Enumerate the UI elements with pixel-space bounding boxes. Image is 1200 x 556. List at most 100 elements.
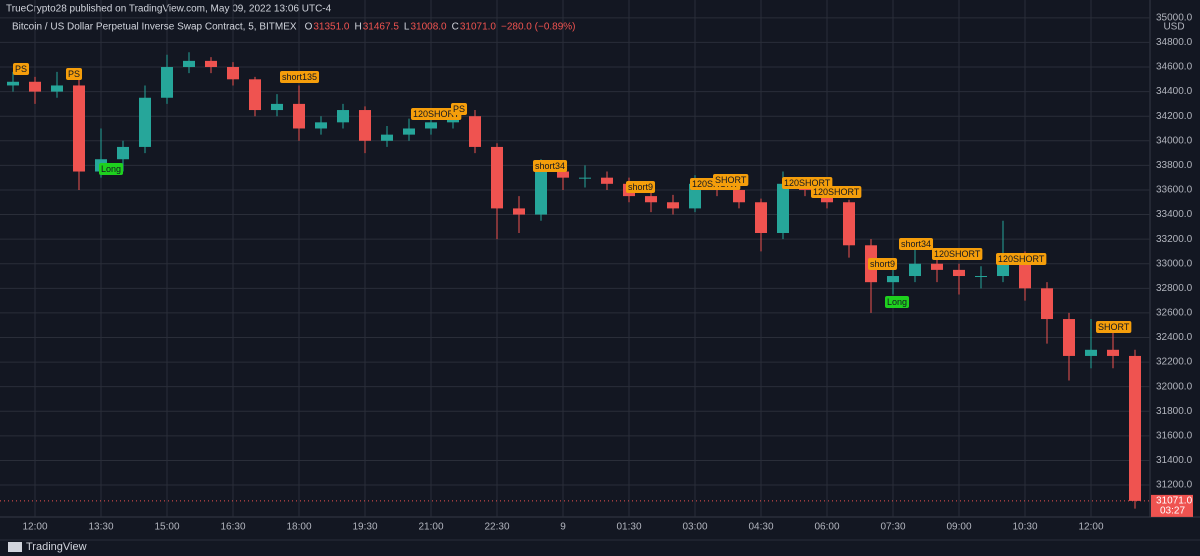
signal-label: 120SHORT — [813, 187, 860, 197]
candle-body — [491, 146, 503, 209]
signal-label-box — [533, 160, 568, 172]
signal-label: Long — [887, 297, 907, 307]
y-tick-label: 31400.0 — [1156, 455, 1193, 466]
last-price-box — [1151, 494, 1193, 517]
y-tick-label: 31200.0 — [1156, 480, 1193, 491]
signal-label: short135 — [282, 72, 317, 82]
candle-body — [117, 146, 129, 160]
candle-body — [293, 103, 305, 129]
candle-body — [1019, 257, 1031, 289]
legend-value: 31008.0 — [410, 22, 447, 33]
x-tick-label: 04:30 — [748, 522, 773, 533]
candle-body — [1085, 349, 1097, 356]
signal-label-box — [868, 258, 898, 270]
countdown: 03:27 — [1160, 506, 1185, 517]
candle-body — [1107, 349, 1119, 356]
signal-label-box — [66, 68, 83, 80]
candle-body — [7, 81, 19, 86]
signal-label: SHORT — [715, 175, 747, 185]
candle-body — [535, 171, 547, 215]
x-tick-label: 21:00 — [418, 522, 443, 533]
x-tick-label: 07:30 — [880, 522, 905, 533]
x-tick-label: 18:00 — [286, 522, 311, 533]
candle-body — [183, 60, 195, 68]
legend-value: 31351.0 — [313, 22, 350, 33]
y-tick-label: 33000.0 — [1156, 258, 1193, 269]
signal-label: Long — [101, 164, 121, 174]
x-tick-label: 12:00 — [1078, 522, 1103, 533]
candle-body — [271, 103, 283, 111]
candle-body — [667, 202, 679, 209]
published: TrueCrypto28 published on TradingView.co… — [6, 4, 332, 15]
y-tick-label: 33200.0 — [1156, 234, 1193, 245]
legend-value: 31071.0 — [460, 22, 497, 33]
candle-body — [645, 196, 657, 203]
signal-label-box — [996, 253, 1047, 265]
signal-label: PS — [453, 104, 465, 114]
signal-label: PS — [68, 69, 80, 79]
signal-label-box — [932, 248, 983, 260]
logo — [8, 542, 22, 552]
signal-label: 120SHORT — [934, 249, 981, 259]
candle-body — [425, 122, 437, 129]
candle-body — [227, 67, 239, 80]
signal-label: short9 — [870, 259, 895, 269]
y-tick-label: 35000.0 — [1156, 12, 1193, 23]
signal-label-box — [451, 103, 468, 115]
y-tick-label: 33800.0 — [1156, 160, 1193, 171]
signal-label-box — [899, 238, 934, 250]
y-tick-label: 33400.0 — [1156, 209, 1193, 220]
candle-body — [601, 177, 613, 184]
annotations: PS PS short135 120SHORT PS short34 short9 120SH… — [13, 63, 1132, 333]
candle-body — [777, 183, 789, 233]
signal-label-box — [411, 108, 462, 120]
signal-label: short9 — [628, 182, 653, 192]
candle-body — [315, 122, 327, 129]
x-tick-label: 22:30 — [484, 522, 509, 533]
y-tick-label: 31600.0 — [1156, 430, 1193, 441]
y-tick-label: 32600.0 — [1156, 308, 1193, 319]
x-tick-label: 06:00 — [814, 522, 839, 533]
candle-body — [557, 171, 569, 178]
candle-body — [953, 269, 965, 277]
signal-label-box — [280, 71, 320, 83]
legend-key: C — [452, 22, 459, 33]
signal-label: SHORT — [1098, 322, 1130, 332]
candle-body — [887, 276, 899, 283]
candle-body — [73, 85, 85, 172]
y-tick-label: 32000.0 — [1156, 381, 1193, 392]
x-tick-label: 01:30 — [616, 522, 641, 533]
symbol-title: Bitcoin / US Dollar Perpetual Inverse Sw… — [12, 22, 297, 33]
y-tick-label: 34600.0 — [1156, 62, 1193, 73]
candle-body — [469, 116, 481, 147]
x-tick-label: 16:30 — [220, 522, 245, 533]
signal-label: 120SHORT — [784, 178, 831, 188]
legend-key: L — [404, 22, 410, 33]
candle-body — [1041, 288, 1053, 320]
legend-key: H — [355, 22, 362, 33]
x-tick-label: 09:00 — [946, 522, 971, 533]
signal-label-box — [626, 181, 656, 193]
candle-body — [1129, 355, 1141, 501]
signal-label-box — [811, 186, 862, 198]
legend-change: −280.0 (−0.89%) — [501, 22, 576, 33]
x-tick-label: 9 — [560, 522, 566, 533]
signal-label-box — [99, 163, 124, 175]
x-tick-label: 15:00 — [154, 522, 179, 533]
candle-body — [975, 276, 987, 278]
legend: Bitcoin / US Dollar Perpetual Inverse Sw… — [12, 22, 576, 33]
signal-label: PS — [15, 64, 27, 74]
y-tick-label: 32800.0 — [1156, 283, 1193, 294]
signal-label: short34 — [535, 161, 565, 171]
y-tick-label: 32200.0 — [1156, 357, 1193, 368]
candle-body — [337, 110, 349, 123]
candle-body — [755, 202, 767, 233]
footer: TradingView — [26, 541, 87, 553]
candle-body — [579, 177, 591, 179]
candle-body — [1063, 319, 1075, 356]
y-tick-label: 31800.0 — [1156, 406, 1193, 417]
x-tick-label: 03:00 — [682, 522, 707, 533]
x-tick-label: 10:30 — [1012, 522, 1037, 533]
